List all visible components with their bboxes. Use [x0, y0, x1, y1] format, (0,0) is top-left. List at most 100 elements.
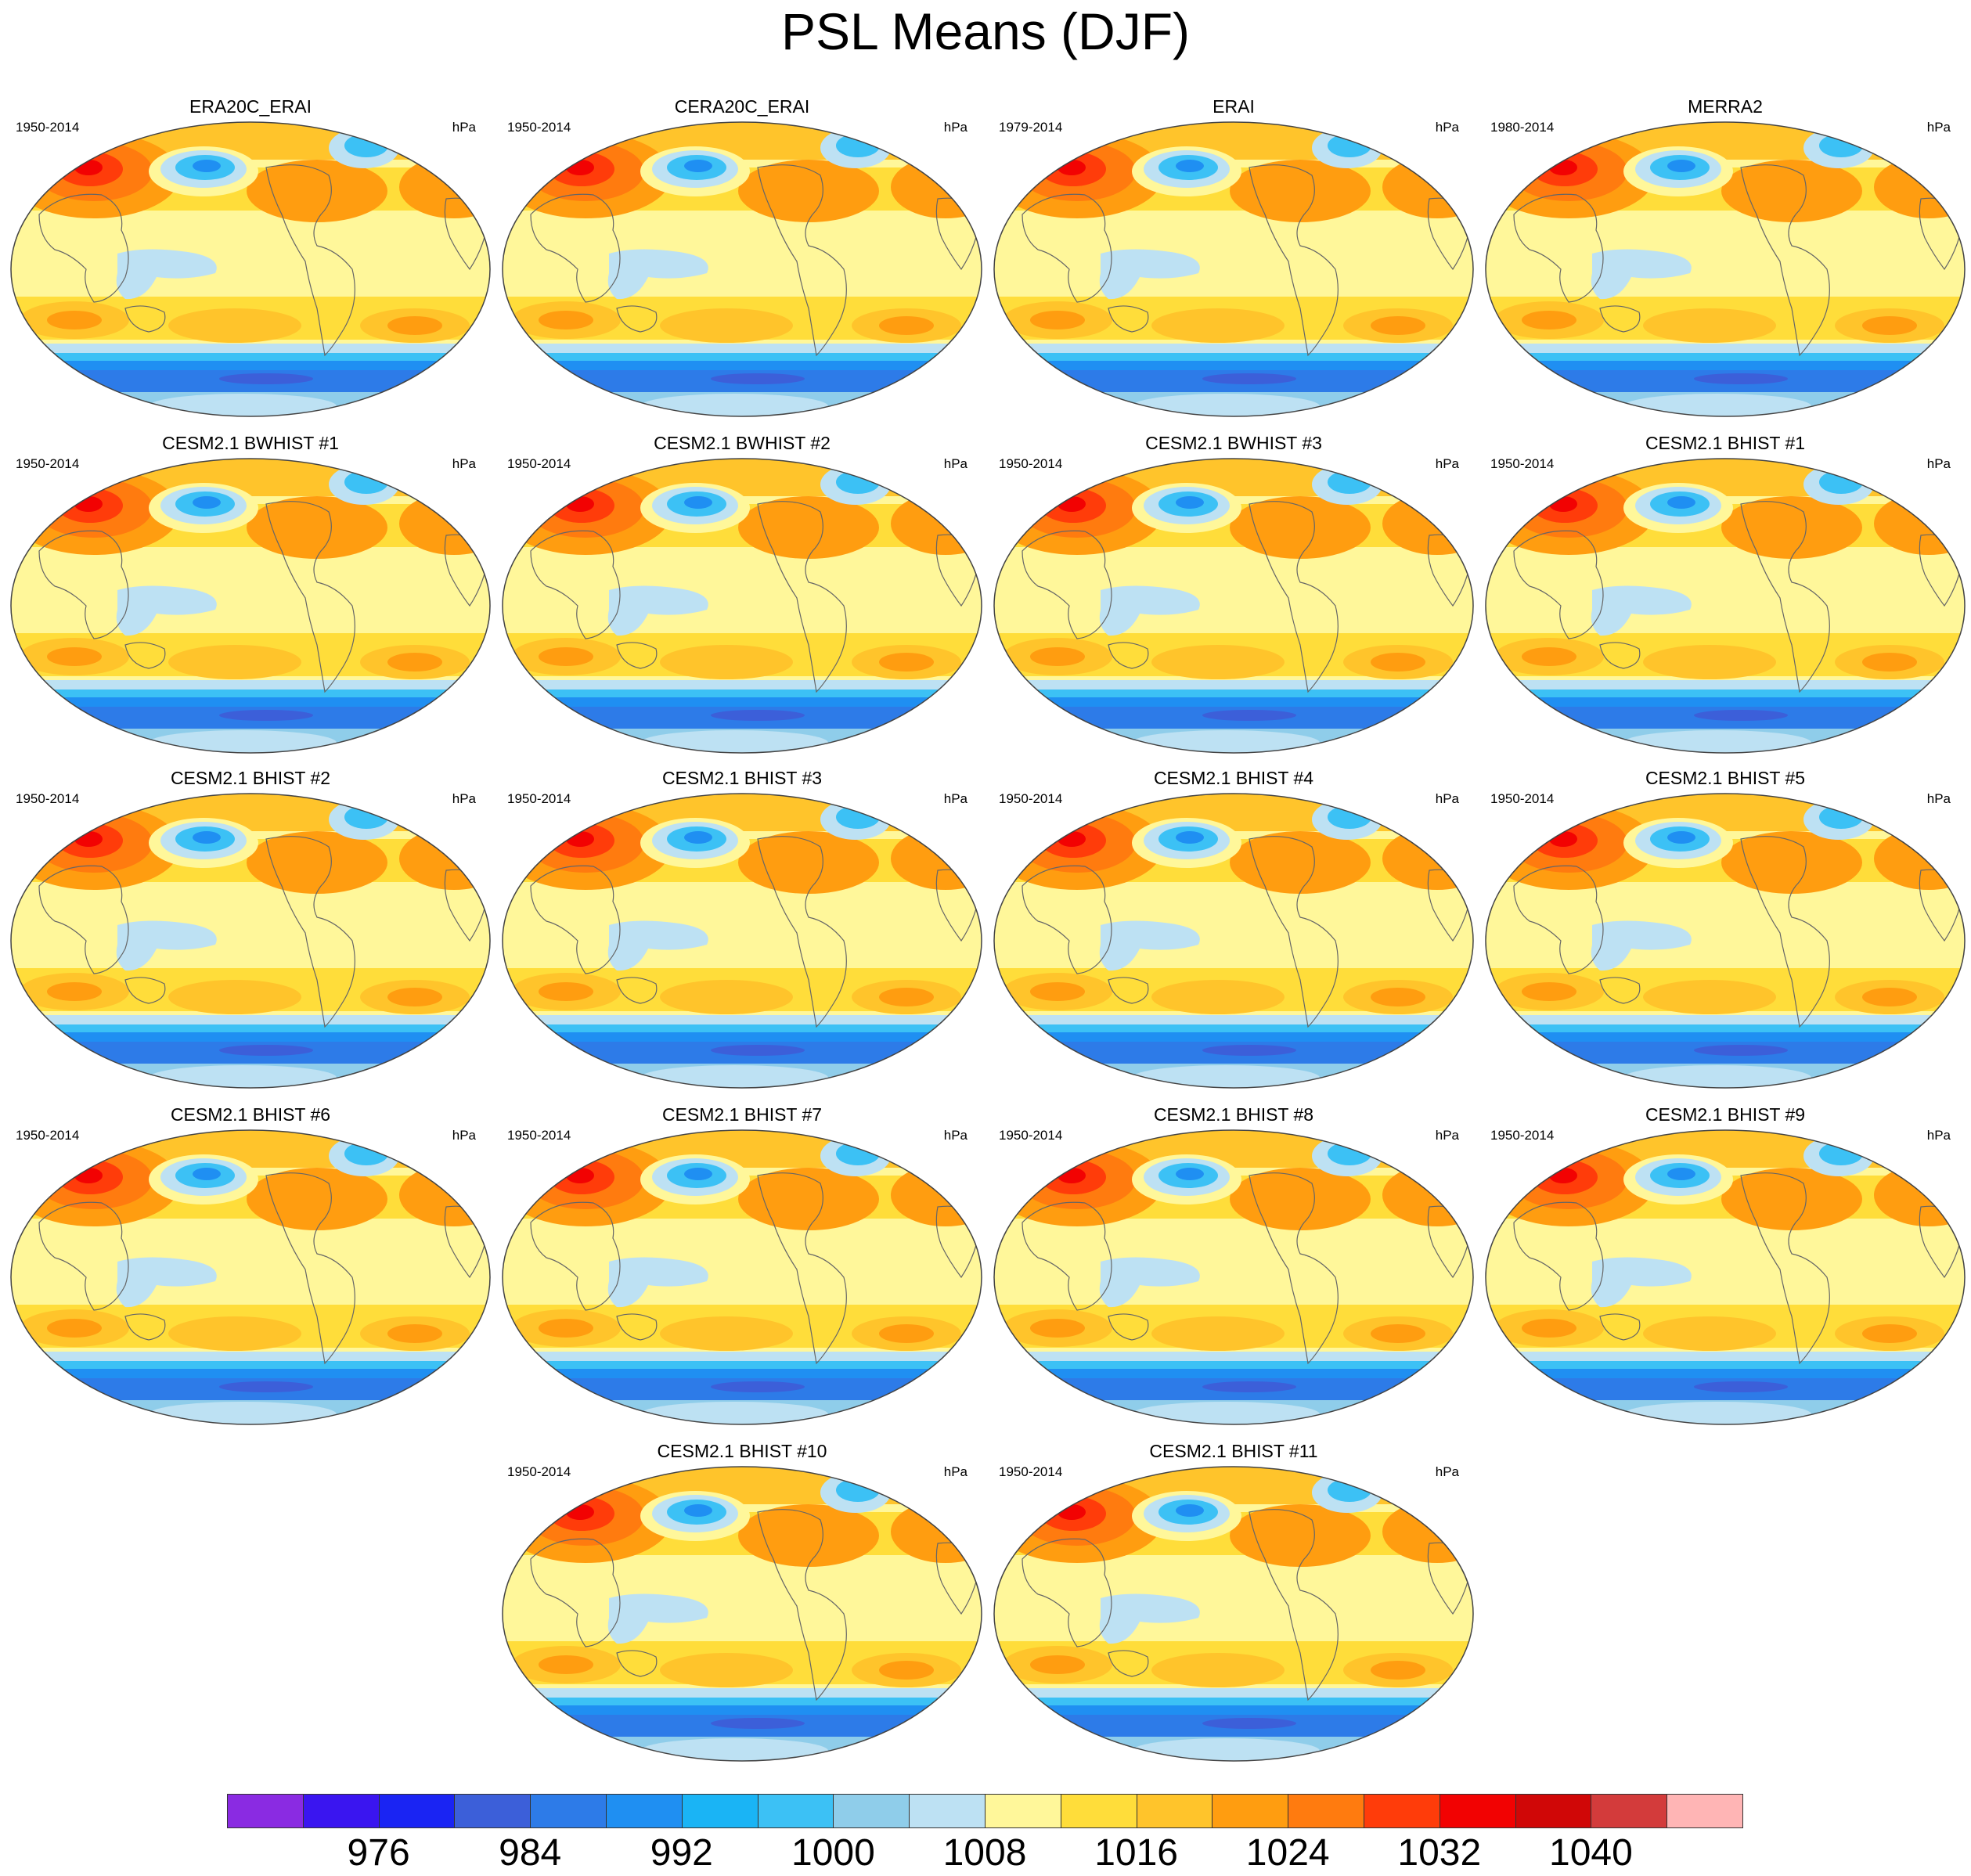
- colorbar-box: [227, 1794, 304, 1828]
- psl-field: [503, 1467, 982, 1761]
- maritime-low: [607, 585, 708, 636]
- high-south-indian-core: [1030, 647, 1085, 666]
- panel-units: hPa: [452, 1128, 476, 1143]
- map-panel: CESM2.1 BHIST #8 1950-2014 hPa: [991, 1104, 1476, 1428]
- coastline-americas: [1740, 836, 1830, 1028]
- band-southern-1: [994, 1015, 1473, 1024]
- map-panel: CESM2.1 BHIST #11 1950-2014 hPa: [991, 1440, 1476, 1765]
- band-southern-3: [11, 697, 490, 707]
- band-southern-3: [994, 1369, 1473, 1378]
- high-south-pacific: [1643, 645, 1776, 679]
- panel-title: ERAI: [1213, 96, 1255, 117]
- colorbar-label: 984: [499, 1832, 562, 1874]
- na-high: [738, 160, 879, 222]
- band-southern-2: [1486, 1361, 1965, 1369]
- aleutian-low-core: [684, 1504, 712, 1517]
- band-southern-2: [1486, 690, 1965, 697]
- na-high: [1230, 1168, 1371, 1230]
- psl-field: [11, 794, 490, 1088]
- coastline-australia: [1108, 305, 1149, 333]
- high-south-pacific: [660, 1653, 793, 1687]
- maritime-low: [1099, 1593, 1200, 1644]
- low-southern-core: [711, 1045, 805, 1056]
- map-border: [10, 1129, 491, 1425]
- band-southern-1: [994, 344, 1473, 353]
- high-south-atlantic-core: [879, 1661, 934, 1680]
- map-border: [502, 121, 982, 417]
- antarctic-high: [640, 1738, 828, 1761]
- band-southern-3: [1486, 361, 1965, 370]
- colorbar-box: [1667, 1794, 1743, 1828]
- aleutian-low-core: [193, 831, 221, 844]
- map-border: [502, 1466, 982, 1762]
- coastline-americas: [1249, 1509, 1339, 1701]
- aleutian-low-core: [1176, 160, 1204, 172]
- coastline-australia: [1599, 1313, 1641, 1341]
- colorbar-label: 992: [650, 1832, 713, 1874]
- panel-period: 1950-2014: [507, 1128, 571, 1143]
- azores-high: [1382, 1164, 1473, 1226]
- psl-field: [503, 1130, 982, 1424]
- siberian-high-core: [1549, 160, 1577, 175]
- panel-units: hPa: [452, 456, 476, 471]
- coastline-australia: [616, 977, 658, 1004]
- map-panel: CESM2.1 BHIST #10 1950-2014 hPa: [499, 1440, 985, 1765]
- colorbar-box: [454, 1794, 531, 1828]
- high-south-pacific: [1151, 980, 1285, 1014]
- band-arctic: [994, 1130, 1473, 1168]
- maritime-low: [116, 1257, 217, 1308]
- colorbar-label: 1000: [791, 1832, 875, 1874]
- coastline-asia: [530, 1201, 621, 1311]
- high-south-indian-core: [539, 982, 593, 1001]
- band-southern-3: [503, 1369, 982, 1378]
- panel-title: ERA20C_ERAI: [189, 96, 312, 117]
- colorbar-box: [1136, 1794, 1213, 1828]
- azores-high: [891, 156, 982, 218]
- aleutian-low-core: [684, 1168, 712, 1180]
- band-arctic: [1486, 459, 1965, 496]
- map-panel: CERA20C_ERAI 1950-2014 hPa: [499, 95, 985, 420]
- coastline-australia: [124, 977, 166, 1004]
- panel-units: hPa: [1435, 456, 1459, 471]
- map-border: [10, 458, 491, 754]
- panel-title: CESM2.1 BHIST #7: [661, 1104, 823, 1125]
- azores-high: [891, 492, 982, 555]
- high-south-pacific: [1151, 1316, 1285, 1351]
- high-south-pacific: [1151, 1653, 1285, 1687]
- high-south-pacific: [1643, 308, 1776, 343]
- psl-map: [993, 1129, 1474, 1425]
- band-arctic: [994, 459, 1473, 496]
- high-south-indian-core: [539, 647, 593, 666]
- panel-units: hPa: [452, 791, 476, 806]
- map-panel: CESM2.1 BHIST #4 1950-2014 hPa: [991, 767, 1476, 1092]
- colorbar-box: [1364, 1794, 1440, 1828]
- high-south-atlantic-core: [879, 988, 934, 1006]
- psl-map: [1485, 121, 1966, 417]
- panel-units: hPa: [1435, 120, 1459, 135]
- map-border: [1485, 793, 1966, 1089]
- colorbar-box: [1212, 1794, 1289, 1828]
- band-southern-3: [503, 697, 982, 707]
- band-southern-2: [503, 353, 982, 361]
- high-south-indian-core: [47, 647, 102, 666]
- high-south-atlantic-core: [1371, 653, 1425, 672]
- panel-units: hPa: [1435, 1128, 1459, 1143]
- high-south-indian-core: [539, 311, 593, 329]
- psl-field: [994, 794, 1473, 1088]
- low-southern-core: [711, 710, 805, 721]
- high-south-atlantic-core: [1371, 1661, 1425, 1680]
- panel-period: 1950-2014: [16, 120, 80, 135]
- aleutian-low-core: [1176, 1168, 1204, 1180]
- coastline-europe: [906, 1485, 939, 1513]
- band-southern-2: [994, 1698, 1473, 1705]
- antarctic-high: [640, 730, 828, 753]
- coastline-australia: [1108, 1650, 1149, 1677]
- colorbar-box: [1060, 1794, 1137, 1828]
- coastline-australia: [1599, 642, 1641, 669]
- band-southern-3: [11, 1369, 490, 1378]
- coastline-americas: [1740, 1172, 1830, 1365]
- band-southern-1: [11, 344, 490, 353]
- low-southern-core: [1694, 1045, 1788, 1056]
- panel-period: 1950-2014: [507, 456, 571, 471]
- na-high: [247, 831, 387, 894]
